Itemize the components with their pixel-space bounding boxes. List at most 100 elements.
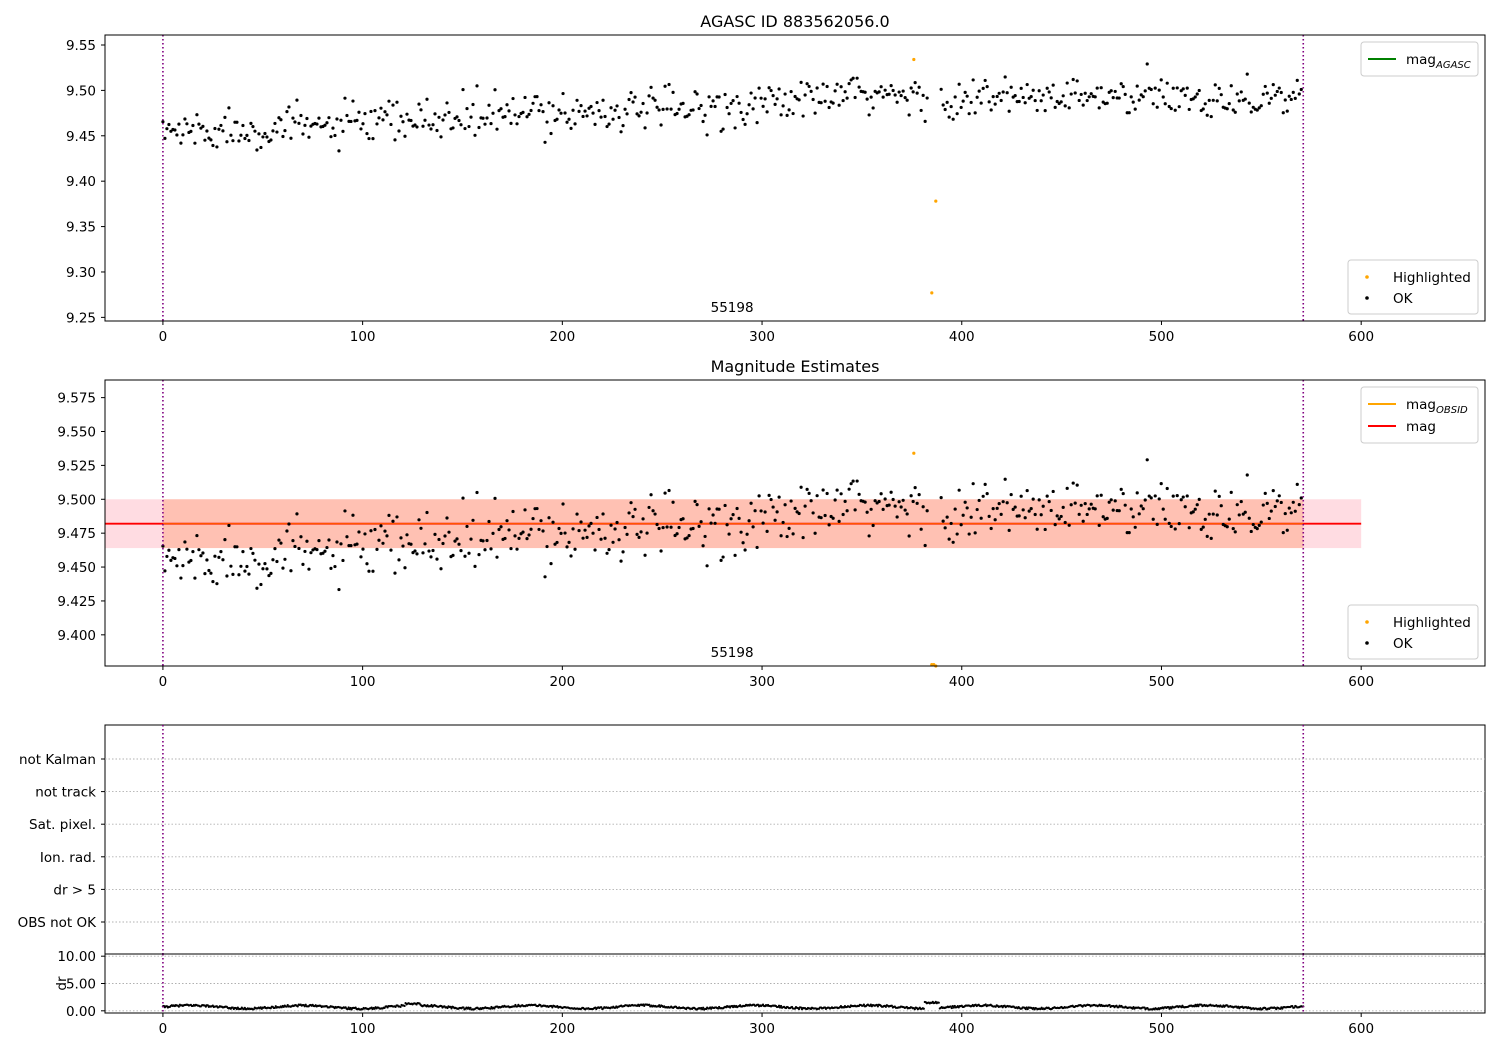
ok-point	[1241, 512, 1245, 516]
dr-point	[779, 1004, 783, 1008]
ok-point	[1105, 516, 1109, 521]
ok-point	[309, 551, 313, 555]
ok-point	[467, 124, 471, 129]
ok-point	[165, 127, 169, 131]
ok-point	[1043, 108, 1047, 113]
ok-point	[669, 525, 673, 529]
ok-point	[1055, 514, 1059, 518]
ok-point	[823, 99, 827, 103]
ok-point	[589, 104, 593, 109]
x-tick-label: 100	[350, 674, 376, 690]
ok-point	[1213, 489, 1217, 493]
ok-point	[643, 553, 647, 557]
ok-point	[987, 100, 991, 104]
ok-point	[699, 103, 703, 108]
dr-point	[252, 1008, 255, 1011]
ok-point	[925, 96, 929, 100]
ok-point	[909, 494, 913, 498]
ok-point	[975, 507, 979, 512]
dr-point	[1131, 1007, 1134, 1010]
ok-point	[615, 520, 619, 525]
dr-point	[658, 1004, 661, 1007]
ok-point	[983, 482, 987, 487]
y-tick-label: 9.575	[57, 391, 96, 407]
ok-point	[851, 479, 855, 483]
dr-point	[1293, 1006, 1296, 1009]
ok-point	[727, 532, 731, 536]
ok-point	[1161, 507, 1165, 511]
ok-point	[945, 100, 949, 104]
ok-point	[403, 134, 407, 138]
ok-point	[1239, 90, 1243, 94]
ok-point	[1043, 527, 1047, 532]
ok-point	[185, 547, 189, 551]
ok-point	[787, 108, 791, 112]
ok-point	[401, 544, 405, 548]
ok-point	[741, 117, 745, 122]
ok-point	[731, 99, 735, 103]
ok-point	[231, 572, 235, 576]
ok-point	[763, 97, 767, 101]
ok-point	[503, 536, 507, 541]
ok-point	[481, 539, 485, 543]
ok-point	[1003, 477, 1007, 481]
ok-point	[515, 122, 519, 126]
dr-point	[876, 1005, 879, 1008]
ok-point	[895, 515, 899, 519]
ok-point	[1289, 511, 1293, 515]
ok-point	[401, 120, 405, 124]
ok-point	[797, 511, 801, 516]
ok-point	[905, 98, 909, 102]
ok-point	[775, 510, 779, 514]
ok-point	[669, 107, 673, 111]
ok-point	[495, 555, 499, 559]
ok-point	[285, 110, 289, 114]
ok-point	[1049, 508, 1053, 513]
y-tick-label: 9.525	[57, 458, 96, 474]
agasc-panel: AGASC ID 883562056.0 0 100 200 300 400 500 600…	[66, 12, 1486, 345]
ok-point	[881, 95, 885, 99]
ok-point	[1007, 109, 1011, 113]
ok-point	[163, 136, 167, 140]
ok-point	[291, 539, 295, 543]
y-tick-label: 9.500	[57, 492, 96, 508]
dr-point	[1275, 1008, 1278, 1011]
ok-point	[481, 116, 485, 120]
x-tick-label: 300	[749, 329, 775, 345]
ok-point	[1109, 89, 1113, 93]
ok-point	[263, 562, 267, 566]
ok-point	[1029, 507, 1033, 511]
ok-point	[903, 508, 907, 512]
ok-point	[571, 527, 575, 531]
ok-point	[1113, 89, 1117, 94]
dr-point	[1143, 1006, 1146, 1009]
ok-point	[567, 117, 571, 121]
ok-point	[783, 92, 787, 96]
ok-point	[385, 113, 389, 117]
ok-point	[1041, 504, 1045, 508]
ok-point	[1133, 525, 1137, 529]
ok-point	[555, 117, 559, 121]
ok-point	[1131, 515, 1135, 519]
ok-point	[397, 558, 401, 562]
ok-point	[815, 494, 819, 498]
ok-point	[507, 528, 511, 532]
ok-point	[897, 90, 901, 94]
x-tick-label: 400	[949, 1021, 975, 1037]
ok-point	[441, 541, 445, 546]
ok-point	[351, 99, 355, 103]
ok-point	[573, 547, 577, 551]
ok-point	[767, 493, 771, 497]
ok-point	[847, 82, 851, 86]
ok-point	[725, 105, 729, 110]
ok-point	[1199, 527, 1203, 531]
ok-point	[969, 515, 973, 519]
ok-point	[529, 527, 533, 531]
ok-point	[677, 525, 681, 530]
ok-point	[655, 105, 659, 109]
ok-point	[751, 107, 755, 111]
ok-point	[777, 495, 781, 499]
ok-point	[1233, 530, 1237, 534]
ok-point	[1097, 106, 1101, 110]
